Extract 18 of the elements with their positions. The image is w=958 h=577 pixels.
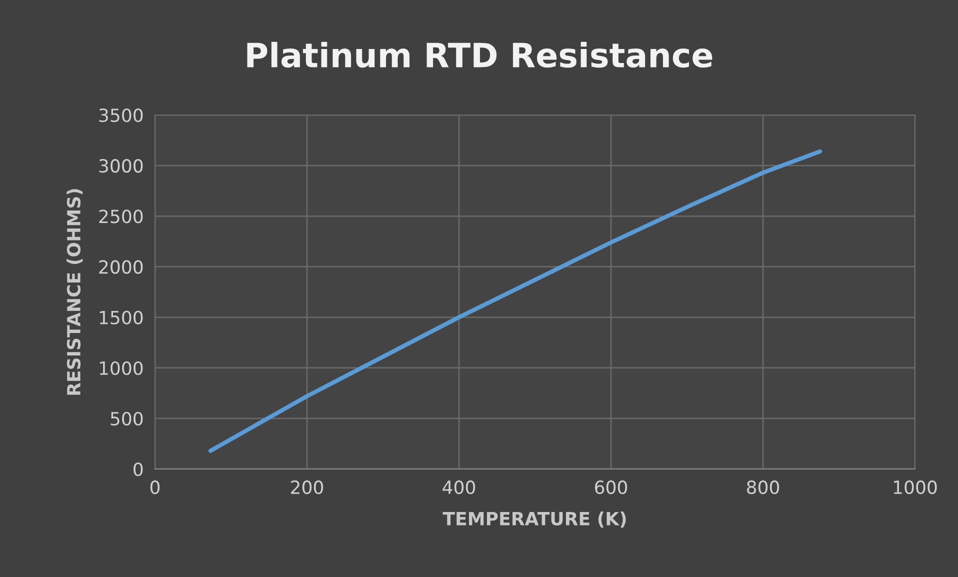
x-axis-title: TEMPERATURE (K) — [442, 511, 626, 528]
y-tick-label: 1000 — [100, 361, 143, 375]
y-tick-label: 0 — [134, 462, 143, 476]
x-tick-label: 800 — [746, 480, 780, 494]
y-tick-label: 1500 — [100, 310, 143, 324]
y-tick-label: 500 — [110, 412, 143, 426]
x-tick-label: 1000 — [894, 480, 937, 494]
x-tick-label: 600 — [595, 480, 628, 494]
x-tick-label: 0 — [150, 480, 160, 494]
y-axis-title: RESISTANCE (OHMS) — [66, 189, 83, 395]
y-tick-label: 3000 — [99, 159, 143, 173]
chart-title: Platinum RTD Resistance — [247, 42, 712, 68]
y-tick-label: 3500 — [99, 108, 143, 122]
y-tick-label: 2000 — [99, 260, 143, 274]
x-tick-label: 200 — [291, 480, 324, 494]
line-series — [208, 149, 822, 453]
x-tick-label: 400 — [442, 480, 476, 494]
y-tick-label: 2500 — [99, 210, 143, 224]
